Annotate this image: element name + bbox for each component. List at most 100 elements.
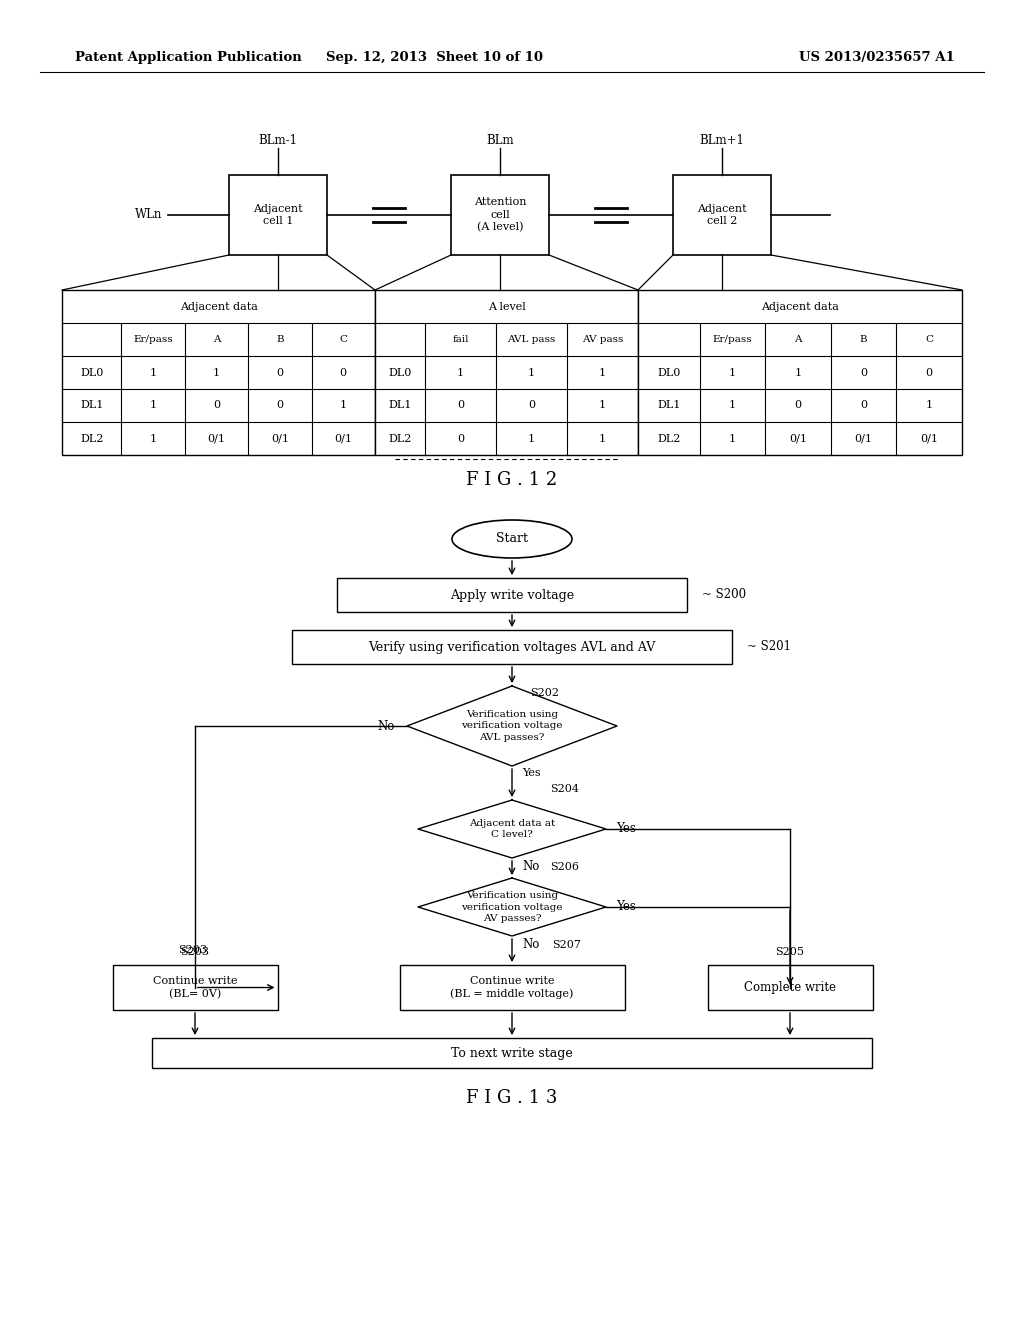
Text: BLm+1: BLm+1 — [699, 133, 744, 147]
Text: AVL pass: AVL pass — [507, 335, 556, 345]
Bar — [337, 578, 687, 612]
Text: 0: 0 — [528, 400, 536, 411]
Text: 0: 0 — [795, 400, 802, 411]
Text: F I G . 1 3: F I G . 1 3 — [466, 1089, 558, 1107]
Text: Attention
cell
(A level): Attention cell (A level) — [474, 198, 526, 232]
Text: Continue write
(BL = middle voltage): Continue write (BL = middle voltage) — [451, 975, 573, 999]
Text: 1: 1 — [213, 367, 220, 378]
Text: No: No — [522, 861, 540, 873]
Bar — [399, 965, 625, 1010]
Text: Adjacent
cell 1: Adjacent cell 1 — [253, 203, 303, 226]
Text: 1: 1 — [150, 433, 157, 444]
Text: 0: 0 — [340, 367, 347, 378]
Text: No: No — [378, 719, 395, 733]
Text: A: A — [795, 335, 802, 345]
Text: DL2: DL2 — [657, 433, 681, 444]
Text: BLm: BLm — [486, 133, 514, 147]
Text: 1: 1 — [457, 367, 464, 378]
Text: 1: 1 — [926, 400, 933, 411]
Text: fail: fail — [453, 335, 469, 345]
Text: 0: 0 — [860, 367, 867, 378]
Text: DL0: DL0 — [657, 367, 681, 378]
Text: 0: 0 — [213, 400, 220, 411]
Text: Adjacent data: Adjacent data — [761, 301, 839, 312]
Text: 1: 1 — [729, 400, 736, 411]
Text: Apply write voltage: Apply write voltage — [450, 589, 574, 602]
Text: S204: S204 — [550, 784, 579, 795]
Text: 0/1: 0/1 — [271, 433, 289, 444]
Text: C: C — [926, 335, 933, 345]
Text: 1: 1 — [729, 433, 736, 444]
Text: 1: 1 — [599, 400, 606, 411]
Text: 1: 1 — [795, 367, 802, 378]
Text: A level: A level — [487, 301, 525, 312]
Bar — [229, 176, 327, 255]
Text: Adjacent data: Adjacent data — [179, 301, 257, 312]
Text: ~ S201: ~ S201 — [746, 640, 791, 653]
Text: To next write stage: To next write stage — [452, 1047, 572, 1060]
Text: Sep. 12, 2013  Sheet 10 of 10: Sep. 12, 2013 Sheet 10 of 10 — [327, 51, 544, 65]
Text: F I G . 1 2: F I G . 1 2 — [466, 471, 558, 488]
Text: DL1: DL1 — [657, 400, 681, 411]
Text: Verify using verification voltages AVL and AV: Verify using verification voltages AVL a… — [369, 640, 655, 653]
Text: Yes: Yes — [616, 900, 636, 913]
Text: 0: 0 — [457, 433, 464, 444]
Text: DL0: DL0 — [80, 367, 103, 378]
Text: 0/1: 0/1 — [208, 433, 225, 444]
Text: 1: 1 — [599, 367, 606, 378]
Text: DL1: DL1 — [80, 400, 103, 411]
Text: Adjacent data at
C level?: Adjacent data at C level? — [469, 818, 555, 840]
Text: 0: 0 — [276, 367, 284, 378]
Text: 1: 1 — [150, 367, 157, 378]
Text: S205: S205 — [775, 946, 805, 957]
Text: DL0: DL0 — [388, 367, 412, 378]
Text: 1: 1 — [528, 367, 536, 378]
Text: BLm-1: BLm-1 — [258, 133, 298, 147]
Text: B: B — [276, 335, 284, 345]
Text: Adjacent
cell 2: Adjacent cell 2 — [697, 203, 746, 226]
Bar — [152, 1038, 872, 1068]
Text: Complete write: Complete write — [744, 981, 836, 994]
Bar — [113, 965, 278, 1010]
Text: Verification using
verification voltage
AV passes?: Verification using verification voltage … — [461, 891, 563, 923]
Bar — [451, 176, 549, 255]
Text: Verification using
verification voltage
AVL passes?: Verification using verification voltage … — [461, 710, 563, 742]
Text: No: No — [522, 939, 540, 950]
Bar — [292, 630, 732, 664]
Text: DL2: DL2 — [80, 433, 103, 444]
Bar — [638, 290, 962, 455]
Text: Er/pass: Er/pass — [133, 335, 173, 345]
Text: 0: 0 — [457, 400, 464, 411]
Ellipse shape — [452, 520, 572, 558]
Text: Continue write
(BL= 0V): Continue write (BL= 0V) — [153, 975, 238, 999]
Text: A: A — [213, 335, 220, 345]
Text: Yes: Yes — [522, 768, 541, 777]
Text: Er/pass: Er/pass — [713, 335, 753, 345]
Text: 1: 1 — [528, 433, 536, 444]
Text: 0: 0 — [926, 367, 933, 378]
Text: 1: 1 — [340, 400, 347, 411]
Text: 1: 1 — [729, 367, 736, 378]
Text: Patent Application Publication: Patent Application Publication — [75, 51, 302, 65]
Text: S206: S206 — [550, 862, 579, 873]
Text: 0/1: 0/1 — [334, 433, 352, 444]
Text: US 2013/0235657 A1: US 2013/0235657 A1 — [800, 51, 955, 65]
Text: Yes: Yes — [616, 822, 636, 836]
Text: S207: S207 — [552, 940, 581, 950]
Text: S202: S202 — [530, 688, 559, 698]
Bar — [673, 176, 771, 255]
Text: WLn: WLn — [134, 209, 162, 222]
Text: 1: 1 — [150, 400, 157, 411]
Bar — [708, 965, 872, 1010]
Text: S203: S203 — [178, 945, 208, 954]
Text: 0: 0 — [276, 400, 284, 411]
Bar — [375, 290, 638, 455]
Text: AV pass: AV pass — [582, 335, 624, 345]
Text: S203: S203 — [180, 946, 210, 957]
Text: 0: 0 — [860, 400, 867, 411]
Text: 1: 1 — [599, 433, 606, 444]
Text: C: C — [339, 335, 347, 345]
Text: 0/1: 0/1 — [921, 433, 938, 444]
Text: ~ S200: ~ S200 — [702, 589, 746, 602]
Text: 0/1: 0/1 — [788, 433, 807, 444]
